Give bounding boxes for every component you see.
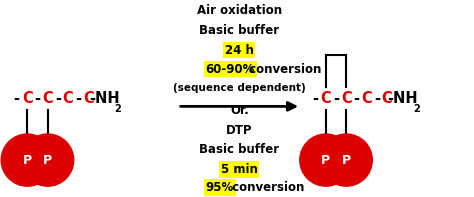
Text: conversion: conversion xyxy=(228,181,305,194)
Ellipse shape xyxy=(320,134,373,186)
Text: (sequence dependent): (sequence dependent) xyxy=(173,83,306,93)
Text: C: C xyxy=(42,91,53,106)
Text: Basic buffer: Basic buffer xyxy=(199,143,280,156)
Text: 60-90%: 60-90% xyxy=(206,63,255,76)
Ellipse shape xyxy=(1,134,53,186)
Text: 24 h: 24 h xyxy=(225,44,254,57)
Text: -: - xyxy=(55,91,61,106)
Text: 5 min: 5 min xyxy=(221,163,258,176)
Text: -: - xyxy=(14,91,19,106)
Text: -NH: -NH xyxy=(388,91,418,106)
Text: -: - xyxy=(333,91,339,106)
Text: C: C xyxy=(63,91,73,106)
Text: -NH: -NH xyxy=(89,91,119,106)
Text: 95%: 95% xyxy=(206,181,234,194)
Text: C: C xyxy=(341,91,352,106)
Text: C: C xyxy=(22,91,33,106)
Text: -: - xyxy=(374,91,380,106)
Text: P: P xyxy=(23,154,32,167)
Text: 2: 2 xyxy=(413,104,420,114)
Text: C: C xyxy=(83,91,94,106)
Text: C: C xyxy=(320,91,331,106)
Text: Basic buffer: Basic buffer xyxy=(199,24,280,37)
Text: 2: 2 xyxy=(115,104,121,114)
Ellipse shape xyxy=(22,134,73,186)
Text: P: P xyxy=(43,154,52,167)
Text: conversion: conversion xyxy=(245,63,321,76)
Text: P: P xyxy=(321,154,330,167)
Text: Or.: Or. xyxy=(230,104,249,117)
Text: -: - xyxy=(312,91,318,106)
Text: -: - xyxy=(354,91,359,106)
Text: DTP: DTP xyxy=(226,124,253,137)
Text: Air oxidation: Air oxidation xyxy=(197,4,282,17)
Text: C: C xyxy=(361,91,372,106)
Text: -: - xyxy=(75,91,81,106)
Ellipse shape xyxy=(300,134,352,186)
Text: C: C xyxy=(382,91,392,106)
Text: P: P xyxy=(342,154,351,167)
Text: -: - xyxy=(35,91,40,106)
